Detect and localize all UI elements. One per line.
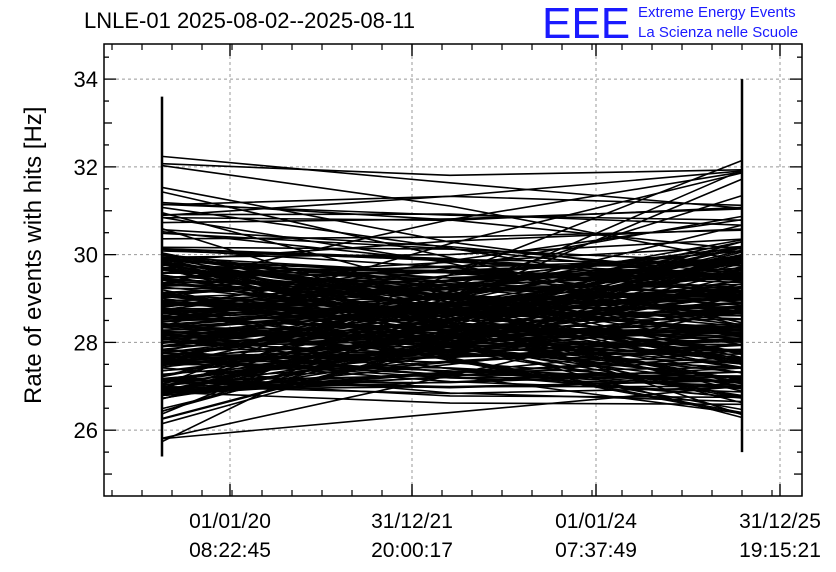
x-tick-date-3: 31/12/25 xyxy=(739,510,821,533)
series-line xyxy=(161,258,743,304)
series-line xyxy=(161,354,743,384)
logo-line-2: La Scienza nelle Scuole xyxy=(638,24,799,41)
series-line xyxy=(161,316,743,322)
y-tick-label-32: 32 xyxy=(74,155,98,180)
series-line xyxy=(161,295,743,354)
series-line xyxy=(161,170,743,217)
series-line xyxy=(161,331,743,344)
series-line xyxy=(161,338,743,372)
chart-title: LNLE-01 2025-08-02--2025-08-11 xyxy=(84,8,416,33)
series-line xyxy=(161,317,743,338)
series-line xyxy=(161,295,743,302)
series-line xyxy=(161,250,743,311)
x-tick-date-1: 31/12/21 xyxy=(371,510,453,533)
series-line xyxy=(161,191,743,324)
series-line xyxy=(161,304,743,359)
series-line xyxy=(161,253,743,358)
data-series-lines xyxy=(161,155,743,443)
y-tick-label-26: 26 xyxy=(74,418,98,443)
series-line xyxy=(161,302,743,320)
series-line xyxy=(161,366,743,395)
y-tick-label-34: 34 xyxy=(74,67,98,92)
series-line xyxy=(161,155,743,209)
y-axis-label: Rate of events with hits [Hz] xyxy=(20,106,47,404)
series-line xyxy=(161,206,743,222)
logo-line-1: Extreme Energy Events xyxy=(638,4,796,21)
series-line xyxy=(161,295,743,329)
x-tick-time-1: 20:00:17 xyxy=(371,539,453,562)
series-line xyxy=(161,269,743,348)
series-line xyxy=(161,349,743,415)
series-line xyxy=(161,366,743,403)
series-line xyxy=(161,253,743,313)
series-line xyxy=(161,309,743,415)
series-line xyxy=(161,238,743,258)
series-line xyxy=(161,367,743,393)
x-tick-time-0: 08:22:45 xyxy=(189,539,271,562)
series-line xyxy=(161,258,743,274)
series-line xyxy=(161,327,743,344)
series-line xyxy=(161,259,743,317)
series-line xyxy=(161,324,743,374)
series-line xyxy=(161,296,743,306)
series-line xyxy=(161,324,743,365)
series-line xyxy=(161,311,743,385)
plot-frame xyxy=(103,43,803,497)
eee-logo: EEE xyxy=(542,0,631,48)
x-tick-time-3: 19:15:21 xyxy=(739,539,821,562)
x-tick-date-2: 01/01/24 xyxy=(555,510,637,533)
x-tick-time-2: 07:37:49 xyxy=(555,539,637,562)
series-line xyxy=(161,274,743,420)
series-line xyxy=(161,162,743,177)
series-line xyxy=(161,257,743,360)
y-tick-label-30: 30 xyxy=(74,243,98,268)
series-line xyxy=(161,308,743,343)
series-line xyxy=(161,164,743,262)
y-tick-label-28: 28 xyxy=(74,330,98,355)
x-tick-date-0: 01/01/20 xyxy=(189,510,271,533)
series-line xyxy=(161,278,743,315)
series-line xyxy=(161,297,743,361)
series-line xyxy=(161,186,743,282)
series-line xyxy=(161,267,743,288)
